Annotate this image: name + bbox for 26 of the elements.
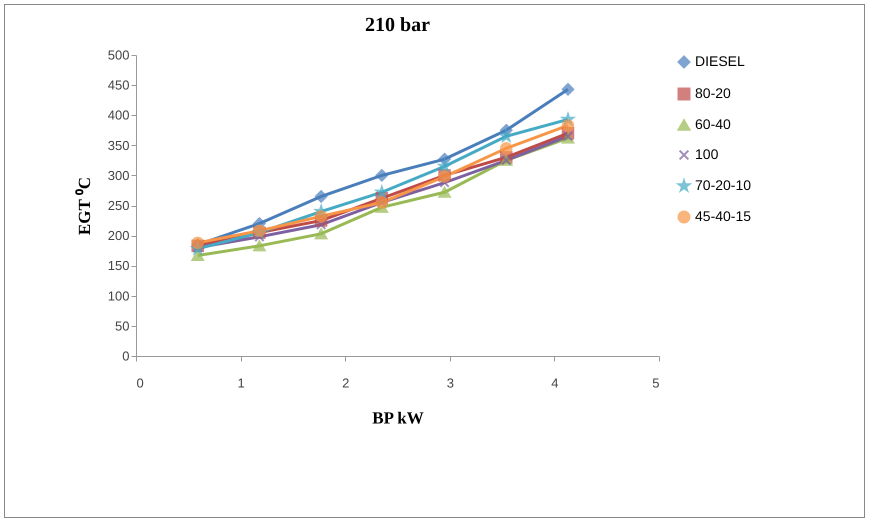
legend-label: 45-40-15 <box>695 208 752 224</box>
legend-label: DIESEL <box>695 53 746 69</box>
legend-label: 80-20 <box>695 85 732 101</box>
y-tick-label: 500 <box>108 48 130 62</box>
legend-label: 70-20-10 <box>695 177 752 193</box>
y-tick-label: 450 <box>108 78 130 93</box>
x-tick-label: 2 <box>342 376 350 390</box>
y-tick-label: 350 <box>108 138 130 153</box>
x-tick-label: 0 <box>136 376 144 390</box>
y-tick-label: 400 <box>108 108 130 123</box>
y-tick-label: 250 <box>108 198 130 213</box>
y-tick-label: 300 <box>108 168 130 183</box>
y-axis-title: EGT ⁰C <box>74 176 94 236</box>
y-tick-label: 50 <box>115 318 130 334</box>
x-tick-label: 3 <box>446 376 454 390</box>
x-tick-label: 1 <box>237 376 245 390</box>
legend-label: 60-40 <box>695 116 732 132</box>
x-tick-label: 5 <box>652 376 660 390</box>
legend-label: 100 <box>695 146 719 162</box>
chart-title: 210 bar <box>365 14 430 36</box>
y-tick-label: 100 <box>108 288 130 304</box>
y-tick-label: 0 <box>122 348 130 364</box>
y-tick-label: 200 <box>108 228 130 244</box>
x-axis-title: BP kW <box>372 408 424 428</box>
y-tick-label: 150 <box>108 258 130 274</box>
x-tick-label: 4 <box>551 376 559 390</box>
